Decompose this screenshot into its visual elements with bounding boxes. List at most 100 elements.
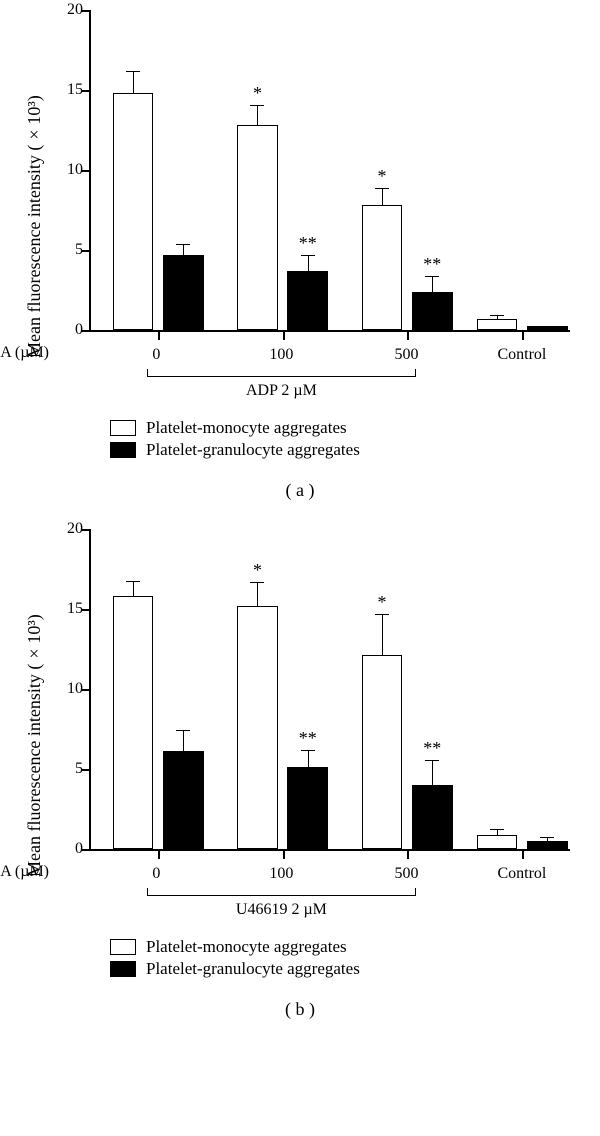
legend-label-pm: Platelet-monocyte aggregates [146,418,347,438]
panel-a: Mean fluorescence intensity (×10³) 05101… [20,10,580,501]
error-cap [540,837,554,838]
panel-b-legend: Platelet-monocyte aggregates Platelet-gr… [110,937,490,979]
x-category-label: 100 [269,865,293,883]
legend-row-pm: Platelet-monocyte aggregates [110,418,490,438]
panel-a-legend: Platelet-monocyte aggregates Platelet-gr… [110,418,490,460]
bar-pg [412,292,453,330]
panel-b-xrow-lead: GA (µM) [0,863,49,881]
panel-a-xrow-categories: GA (µM) 0100500Control [89,344,570,366]
bar-pm [237,606,278,849]
panel-b-xrow-treatment: U46619 2 µM [89,889,570,923]
xtick [407,849,409,859]
x-category-label: Control [497,865,546,883]
legend-swatch-pg [110,442,136,458]
panel-b-plot-area: 05101520****** GA (µM) 0100500Control U4… [49,529,580,923]
significance-marker: * [377,166,386,187]
error-bar [257,106,258,125]
ytick-label: 0 [53,321,83,339]
legend-label-pg: Platelet-granulocyte aggregates [146,440,360,460]
bar-pg [163,255,204,330]
error-bar [183,731,184,752]
xtick [407,330,409,340]
treatment-label: U46619 2 µM [236,901,327,919]
legend-row-pg: Platelet-granulocyte aggregates [110,959,490,979]
panel-b-xrow-categories: GA (µM) 0100500Control [89,863,570,885]
error-bar [547,838,548,841]
panel-a-label: ( a ) [20,480,580,501]
error-cap [490,315,504,316]
error-bar [382,615,383,655]
significance-marker: * [377,592,386,613]
error-bar [497,316,498,319]
error-cap [250,105,264,106]
xtick [283,330,285,340]
error-cap [126,71,140,72]
error-cap [490,829,504,830]
bar-pm [477,319,518,330]
ytick-label: 15 [53,600,83,618]
legend-label-pg: Platelet-granulocyte aggregates [146,959,360,979]
xtick [158,849,160,859]
error-cap [301,255,315,256]
bar-pm [362,205,403,330]
ytick-label: 20 [53,1,83,19]
error-cap [375,188,389,189]
panel-b-plot-wrap: Mean fluorescence intensity (×10³) 05101… [20,529,580,923]
error-cap [176,730,190,731]
treatment-span-line [147,376,416,377]
treatment-span-line [147,895,416,896]
legend-row-pm: Platelet-monocyte aggregates [110,937,490,957]
error-bar [133,582,134,596]
bar-pg [287,767,328,849]
error-cap [126,581,140,582]
legend-label-pm: Platelet-monocyte aggregates [146,937,347,957]
panel-b-chart-box: 05101520****** [89,529,570,851]
figure-root: Mean fluorescence intensity (×10³) 05101… [0,0,600,1058]
error-bar [308,256,309,270]
legend-row-pg: Platelet-granulocyte aggregates [110,440,490,460]
significance-marker: ** [423,254,441,275]
xtick [283,849,285,859]
panel-a-plot-wrap: Mean fluorescence intensity (×10³) 05101… [20,10,580,404]
significance-marker: ** [299,728,317,749]
legend-swatch-pm [110,420,136,436]
ytick-label: 15 [53,81,83,99]
legend-swatch-pm [110,939,136,955]
x-category-label: 0 [152,865,160,883]
error-bar [432,277,433,291]
panel-b: Mean fluorescence intensity (×10³) 05101… [20,529,580,1020]
x-category-label: 500 [394,346,418,364]
x-category-label: 100 [269,346,293,364]
error-bar [183,245,184,255]
error-bar [133,72,134,93]
error-cap [250,582,264,583]
ytick-label: 5 [53,241,83,259]
significance-marker: ** [299,233,317,254]
error-bar [382,189,383,205]
significance-marker: ** [423,738,441,759]
bar-pm [113,93,154,330]
ytick-label: 5 [53,760,83,778]
panel-b-label: ( b ) [20,999,580,1020]
bar-pg [163,751,204,849]
error-cap [301,750,315,751]
ytick-label: 0 [53,840,83,858]
panel-a-chart-box: 05101520****** [89,10,570,332]
panel-a-plot-area: 05101520****** GA (µM) 0100500Control AD… [49,10,580,404]
bar-pm [362,655,403,849]
significance-marker: * [253,83,262,104]
xtick [158,330,160,340]
bar-pg [527,326,568,330]
error-bar [497,830,498,835]
bar-pg [412,785,453,849]
bar-pg [527,841,568,849]
bar-pm [477,835,518,849]
error-cap [425,276,439,277]
error-cap [176,244,190,245]
x-category-label: Control [497,346,546,364]
panel-a-xrow-lead: GA (µM) [0,344,49,362]
error-bar [432,761,433,785]
error-cap [375,614,389,615]
significance-marker: * [253,560,262,581]
error-cap [425,760,439,761]
